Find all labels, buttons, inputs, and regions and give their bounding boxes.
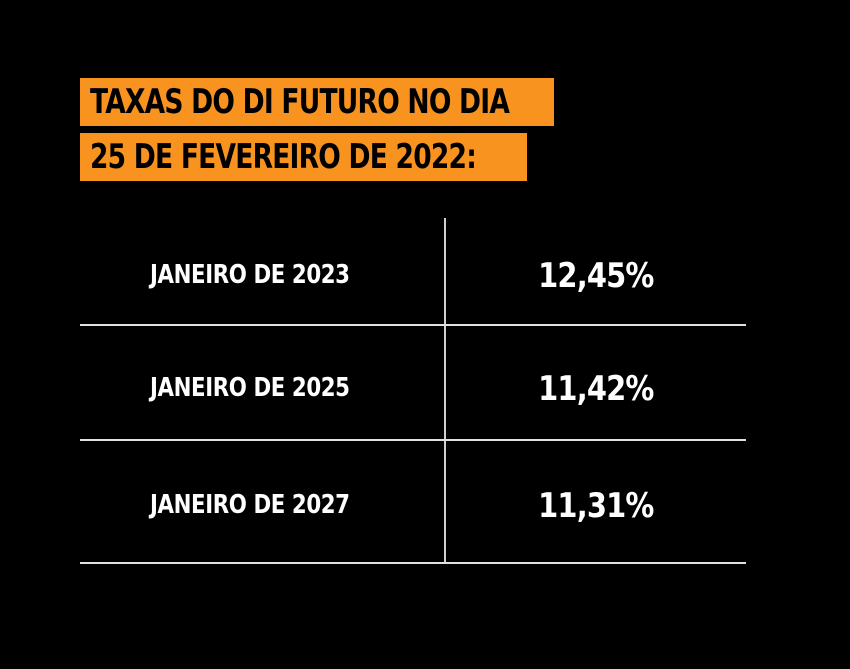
title-line-1: TAXAS DO DI FUTURO NO DIA bbox=[80, 78, 554, 126]
row-value: 11,31% bbox=[537, 486, 654, 526]
rates-table: JANEIRO DE 2023 12,45% JANEIRO DE 2025 1… bbox=[80, 218, 746, 564]
row-label: JANEIRO DE 2023 bbox=[150, 260, 350, 290]
title-line-2: 25 DE FEVEREIRO DE 2022: bbox=[80, 133, 527, 181]
row-label: JANEIRO DE 2025 bbox=[150, 373, 350, 403]
row-divider bbox=[80, 324, 746, 326]
row-label: JANEIRO DE 2027 bbox=[150, 490, 350, 520]
row-value: 12,45% bbox=[537, 256, 654, 296]
row-divider bbox=[80, 439, 746, 441]
row-value: 11,42% bbox=[537, 369, 654, 409]
row-divider bbox=[80, 562, 746, 564]
column-divider bbox=[444, 218, 446, 564]
